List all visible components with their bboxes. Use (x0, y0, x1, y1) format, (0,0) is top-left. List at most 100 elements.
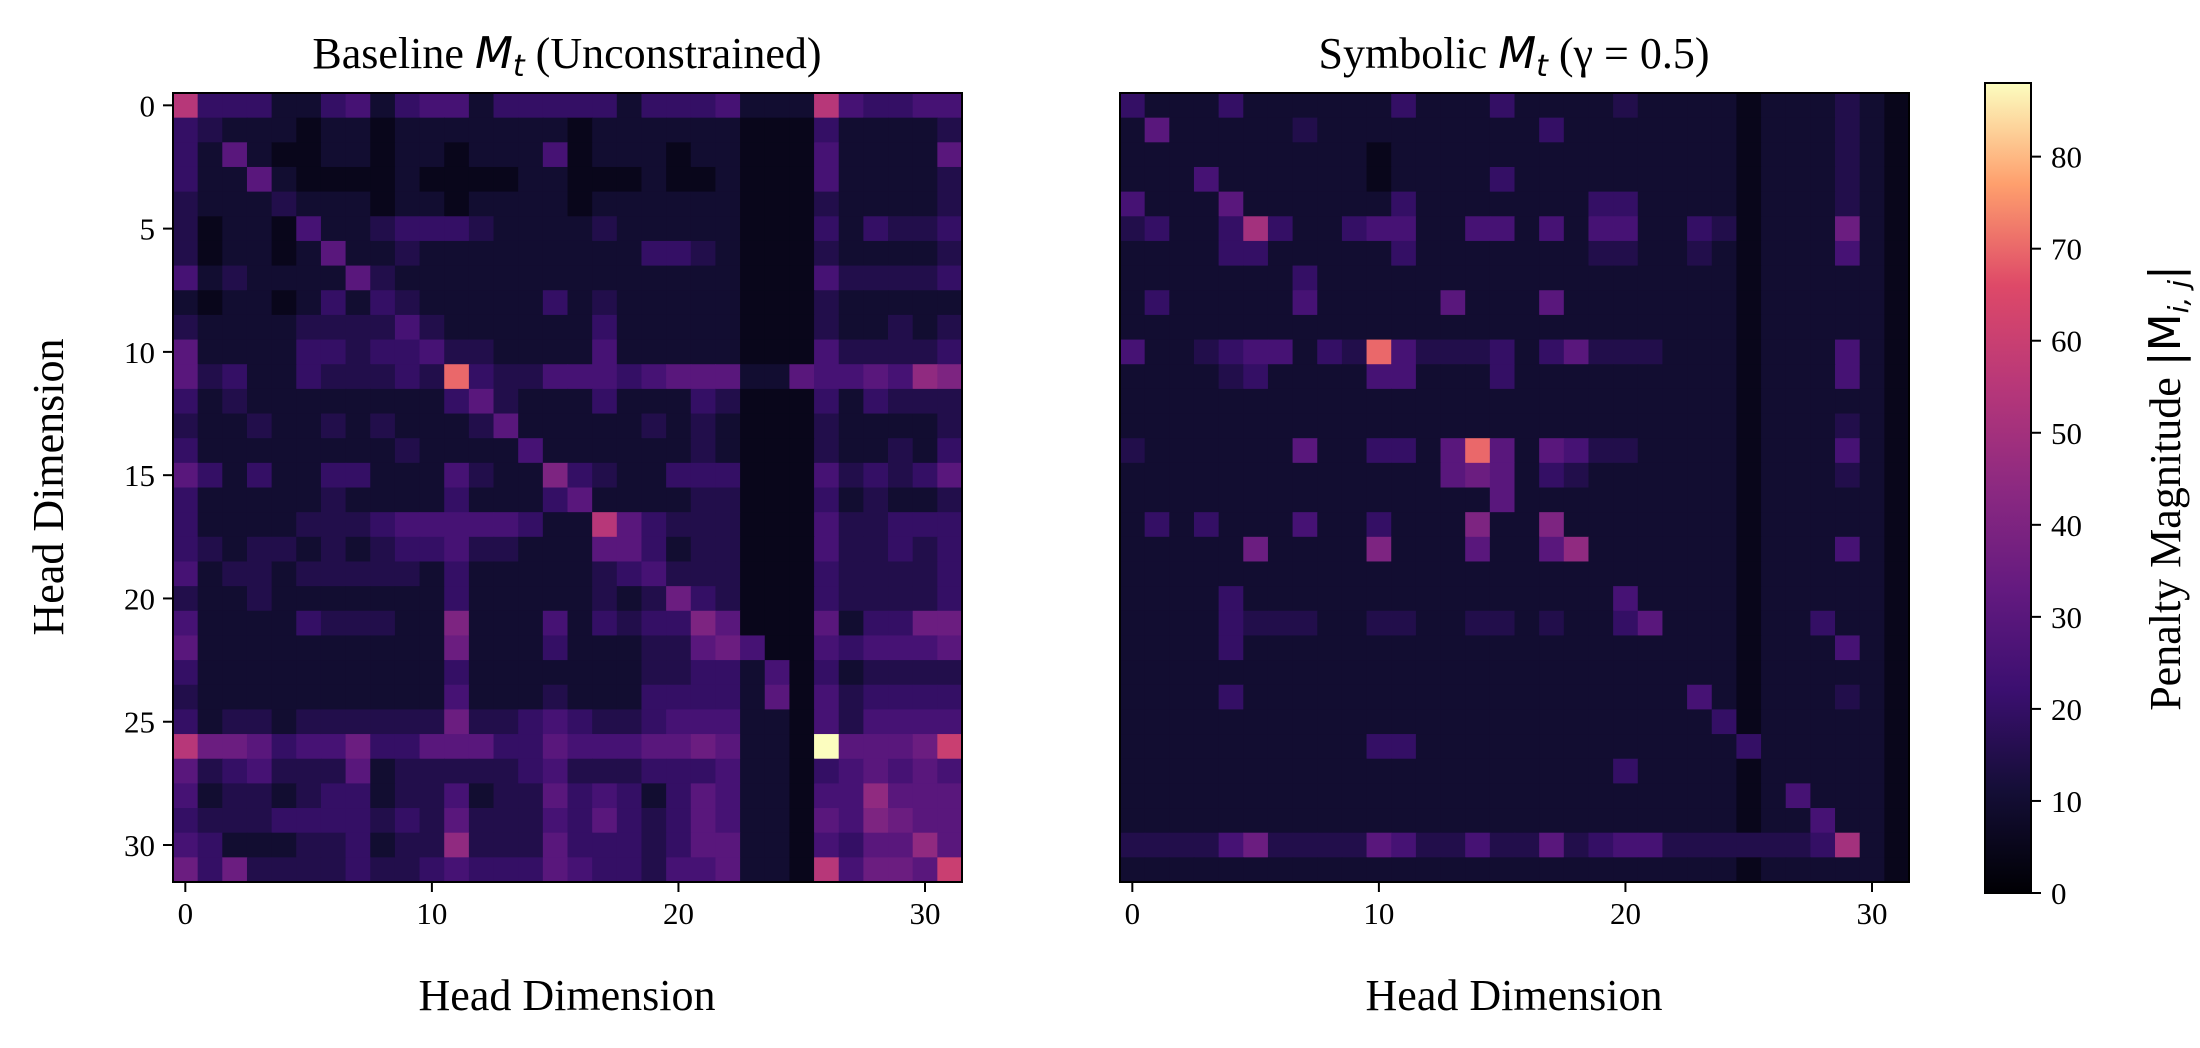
left-cell-r9-c20 (666, 314, 692, 341)
right-cell-r9-c24 (1711, 314, 1738, 341)
right-cell-r0-c31 (1884, 93, 1910, 119)
left-cell-r25-c17 (592, 709, 618, 735)
left-cell-r4-c19 (641, 191, 667, 217)
right-cell-r9-c3 (1193, 314, 1220, 341)
left-cell-r3-c22 (715, 166, 741, 193)
left-cell-r3-c1 (197, 166, 223, 193)
right-cell-r28-c25 (1736, 783, 1762, 809)
left-cell-r31-c26 (814, 857, 840, 883)
right-cell-r18-c29 (1835, 536, 1861, 563)
left-cell-r22-c25 (789, 635, 815, 661)
right-cell-r14-c4 (1218, 438, 1244, 464)
left-cell-r14-c5 (296, 438, 322, 464)
left-cell-r7-c11 (444, 265, 470, 291)
right-cell-r30-c24 (1711, 832, 1738, 858)
left-cell-r2-c8 (370, 142, 396, 168)
right-cell-r26-c9 (1341, 734, 1368, 760)
right-cell-r2-c10 (1366, 142, 1392, 168)
left-cell-r11-c27 (838, 364, 864, 390)
left-cell-r15-c1 (197, 462, 223, 489)
right-cell-r18-c26 (1761, 536, 1787, 563)
right-cell-r20-c9 (1341, 586, 1368, 612)
right-cell-r2-c23 (1687, 142, 1713, 168)
right-cell-r19-c16 (1514, 561, 1540, 587)
left-cell-r0-c26 (814, 93, 840, 119)
left-cell-r18-c8 (370, 536, 396, 563)
right-cell-r19-c3 (1193, 561, 1220, 587)
left-cell-r21-c14 (518, 610, 544, 637)
right-cell-r21-c28 (1810, 610, 1836, 637)
right-cell-r11-c16 (1514, 364, 1540, 390)
left-cell-r21-c7 (345, 610, 371, 637)
left-cell-r19-c27 (838, 561, 864, 587)
right-cell-r27-c2 (1169, 758, 1195, 784)
left-cell-r3-c28 (863, 166, 889, 193)
left-cell-r16-c21 (690, 487, 717, 513)
right-cell-r15-c9 (1341, 462, 1368, 489)
left-cell-r23-c5 (296, 660, 322, 686)
left-cell-r5-c29 (888, 216, 914, 242)
right-cell-r10-c25 (1736, 339, 1762, 365)
right-cell-r28-c26 (1761, 783, 1787, 809)
right-cell-r27-c22 (1662, 758, 1688, 784)
right-cell-r25-c6 (1267, 709, 1294, 735)
left-cell-r15-c27 (838, 462, 864, 489)
left-cell-r24-c25 (789, 684, 815, 711)
left-cell-r27-c30 (912, 758, 938, 784)
left-cell-r31-c15 (542, 857, 569, 883)
right-cell-r20-c16 (1514, 586, 1540, 612)
right-cell-r12-c19 (1588, 388, 1614, 415)
left-cell-r31-c30 (912, 857, 938, 883)
left-cell-r19-c29 (888, 561, 914, 587)
right-cell-r21-c3 (1193, 610, 1220, 637)
right-cell-r10-c17 (1539, 339, 1565, 365)
right-cell-r17-c12 (1415, 512, 1442, 538)
left-cell-r7-c13 (493, 265, 519, 291)
left-cell-r15-c22 (715, 462, 741, 489)
left-cell-r0-c15 (542, 93, 569, 119)
left-cell-r15-c16 (567, 462, 593, 489)
left-cell-r1-c15 (542, 117, 569, 143)
left-cell-r2-c27 (838, 142, 864, 168)
left-cell-r2-c24 (764, 142, 791, 168)
right-cell-r8-c1 (1144, 290, 1170, 316)
left-cell-r22-c2 (222, 635, 248, 661)
right-cell-r4-c28 (1810, 191, 1836, 217)
left-cell-r2-c7 (345, 142, 371, 168)
right-cell-r5-c0 (1120, 216, 1146, 242)
left-cell-r19-c22 (715, 561, 741, 587)
left-cell-r29-c28 (863, 808, 889, 834)
left-cell-r5-c28 (863, 216, 889, 242)
left-cell-r18-c28 (863, 536, 889, 563)
left-cell-r16-c25 (789, 487, 815, 513)
right-cell-r3-c4 (1218, 166, 1244, 193)
right-cell-r3-c1 (1144, 166, 1170, 193)
right-cell-r29-c14 (1465, 808, 1491, 834)
right-cell-r23-c6 (1267, 660, 1294, 686)
right-cell-r16-c26 (1761, 487, 1787, 513)
left-cell-r17-c19 (641, 512, 667, 538)
left-cell-r1-c3 (246, 117, 273, 143)
left-cell-r14-c6 (320, 438, 347, 464)
right-cell-r18-c31 (1884, 536, 1910, 563)
left-cell-r17-c2 (222, 512, 248, 538)
left-cell-r14-c29 (888, 438, 914, 464)
right-cell-r12-c15 (1489, 388, 1516, 415)
right-cell-r21-c13 (1440, 610, 1466, 637)
left-cell-r11-c4 (271, 364, 297, 390)
left-cell-r1-c25 (789, 117, 815, 143)
left-cell-r3-c3 (246, 166, 273, 193)
left-cell-r24-c31 (937, 684, 963, 711)
right-cell-r24-c31 (1884, 684, 1910, 711)
left-cell-r8-c15 (542, 290, 569, 316)
right-cell-r4-c4 (1218, 191, 1244, 217)
left-cell-r27-c0 (173, 758, 199, 784)
left-cell-r1-c16 (567, 117, 593, 143)
left-cell-r6-c1 (197, 240, 223, 267)
left-cell-r23-c31 (937, 660, 963, 686)
right-cell-r5-c8 (1317, 216, 1343, 242)
left-cell-r12-c31 (937, 388, 963, 415)
left-cell-r2-c21 (690, 142, 717, 168)
left-cell-r12-c1 (197, 388, 223, 415)
right-cell-r13-c24 (1711, 413, 1738, 439)
